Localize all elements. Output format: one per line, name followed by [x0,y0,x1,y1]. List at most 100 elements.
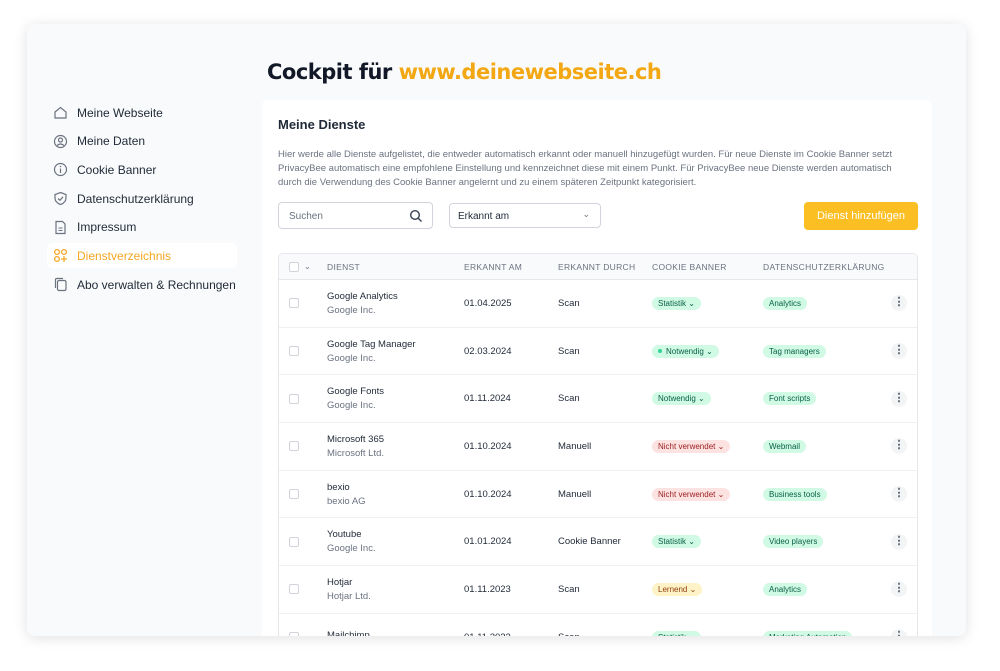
service-name: Google Fonts [327,386,385,398]
chevron-down-icon: ⌄ [717,441,725,451]
more-options-icon[interactable]: ⋮ [891,390,907,407]
category-badge: Webmail [763,439,806,453]
category-badge: Analytics [763,582,808,596]
table-row[interactable]: Mailchimp 01.11.2023 Scan Statistik ⌄ Ma… [279,614,917,636]
cookie-banner-value: Lernend [658,584,688,594]
table-row[interactable]: Hotjar Hotjar Ltd. 01.11.2023 Scan Lernen… [279,566,917,614]
section-title: Meine Dienste [278,117,366,132]
row-checkbox[interactable] [289,489,299,500]
more-options-icon[interactable]: ⋮ [891,343,907,360]
more-options-icon[interactable]: ⋮ [891,629,907,636]
category-badge: Analytics [763,296,808,310]
column-header[interactable]: ERKANNT AM [464,261,523,272]
row-checkbox[interactable] [289,536,299,547]
cookie-banner-dropdown[interactable]: Statistik ⌄ [652,630,701,636]
page-title: Cockpit für www.deinewebseite.ch [267,60,662,84]
table-row[interactable]: Microsoft 365 Microsoft Ltd. 01.10.2024 M… [279,423,917,471]
sidebar-item-impressum[interactable]: Impressum [47,215,237,240]
detected-by: Scan [558,632,652,636]
search-icon [409,209,422,222]
more-options-icon[interactable]: ⋮ [891,581,907,598]
row-checkbox[interactable] [289,441,299,452]
cookie-banner-value: Nicht verwendet [658,441,716,451]
row-checkbox[interactable] [289,346,299,357]
more-options-icon[interactable]: ⋮ [891,533,907,550]
detected-date: 01.11.2023 [464,632,558,636]
chevron-down-icon[interactable]: ⌄ [304,262,312,271]
service-vendor: Google Inc. [327,400,376,412]
more-options-icon[interactable]: ⋮ [891,438,907,455]
column-header[interactable]: DIENST [327,261,360,272]
category-badge: Font scripts [763,392,817,406]
more-options-icon[interactable]: ⋮ [891,486,907,503]
table-header: ⌄ DIENST ERKANNT AM ERKANNT DURCH COOKIE… [279,254,917,280]
table-row[interactable]: Google Analytics Google Inc. 01.04.2025 S… [279,280,917,328]
service-vendor: Google Inc. [327,304,376,316]
new-dot-icon [658,349,662,354]
category-badge: Marketing Automation [763,630,853,636]
service-vendor: Hotjar Ltd. [327,590,371,602]
detected-date: 01.11.2023 [464,583,511,595]
detected-date: 01.11.2024 [464,393,511,405]
sidebar: Meine Webseite Meine Daten Cookie Banner Da… [47,100,237,301]
service-name: Microsoft 365 [327,433,385,445]
section-description: Hier werde alle Dienste aufgelistet, die… [278,149,893,188]
more-options-icon[interactable]: ⋮ [891,295,907,312]
chevron-down-icon: ⌄ [582,209,590,219]
table-row[interactable]: Youtube Google Inc. 01.01.2024 Cookie Ban… [279,518,917,567]
table-row[interactable]: Google Tag Manager Google Inc. 02.03.2024… [279,328,917,376]
detected-date: 01.10.2024 [464,488,512,500]
sidebar-item-label: Cookie Banner [77,162,157,177]
cookie-banner-value: Statistik [658,298,687,308]
chevron-down-icon: ⌄ [689,584,697,594]
select-all-checkbox[interactable] [289,261,299,272]
cookie-banner-dropdown[interactable]: Notwendig ⌄ [652,392,711,406]
table-row[interactable]: bexio bexio AG 01.10.2024 Manuell Nicht v… [279,471,917,519]
sidebar-item-datenschutzerklärung[interactable]: Datenschutzerklärung [47,186,237,211]
sidebar-item-dienstverzeichnis[interactable]: Dienstverzeichnis [47,243,237,269]
column-header[interactable]: DATENSCHUTZERKLÄRUNG [763,261,885,272]
row-checkbox[interactable] [289,632,299,636]
table-row[interactable]: Google Fonts Google Inc. 01.11.2024 Scan … [279,375,917,424]
detected-by: Scan [558,393,580,405]
category-badge: Business tools [763,487,827,501]
home-icon [54,106,67,119]
sidebar-item-abo-verwalten-rechnungen[interactable]: Abo verwalten & Rechnungen [47,272,237,297]
detected-by: Scan [558,345,580,357]
detected-by: Scan [558,583,580,595]
chevron-down-icon: ⌄ [688,633,695,636]
column-header[interactable]: ERKANNT DURCH [558,261,636,272]
sidebar-item-meine-daten[interactable]: Meine Daten [47,129,237,154]
cookie-banner-dropdown[interactable]: Notwendig ⌄ [652,344,719,358]
cookie-banner-dropdown[interactable]: Nicht verwendet ⌄ [652,487,731,501]
info-icon [53,163,68,177]
cookie-banner-value: Nicht verwendet [658,489,716,499]
category-badge: Tag managers [763,344,826,358]
detected-date: 01.10.2024 [464,440,512,452]
cookie-banner-dropdown[interactable]: Statistik ⌄ [652,535,701,549]
shield-check-icon [54,191,67,206]
service-name: Mailchimp [327,630,370,636]
cookie-banner-dropdown[interactable]: Lernend ⌄ [652,582,703,596]
cookie-banner-dropdown[interactable]: Statistik ⌄ [652,296,701,310]
row-checkbox[interactable] [289,393,299,404]
chevron-down-icon: ⌄ [688,537,695,547]
sidebar-item-meine-webseite[interactable]: Meine Webseite [47,100,237,125]
user-circle-icon [53,134,68,148]
detected-by: Cookie Banner [558,536,621,548]
chevron-down-icon: ⌄ [698,394,705,404]
row-checkbox[interactable] [289,584,299,595]
chevron-down-icon: ⌄ [688,298,695,308]
sort-select[interactable]: Erkannt am ⌄ [449,203,601,228]
cookie-banner-value: Statistik [658,537,687,547]
sidebar-item-label: Meine Webseite [77,105,163,120]
service-name: Hotjar [327,576,353,588]
sidebar-item-cookie-banner[interactable]: Cookie Banner [47,157,237,182]
cookie-banner-dropdown[interactable]: Nicht verwendet ⌄ [652,439,731,453]
row-checkbox[interactable] [289,298,299,309]
sidebar-item-label: Meine Daten [77,134,146,149]
search-input[interactable]: Suchen [278,202,433,229]
add-service-button[interactable]: Dienst hinzufügen [804,202,918,230]
column-header[interactable]: COOKIE BANNER [652,261,727,272]
service-name: bexio [327,481,350,493]
